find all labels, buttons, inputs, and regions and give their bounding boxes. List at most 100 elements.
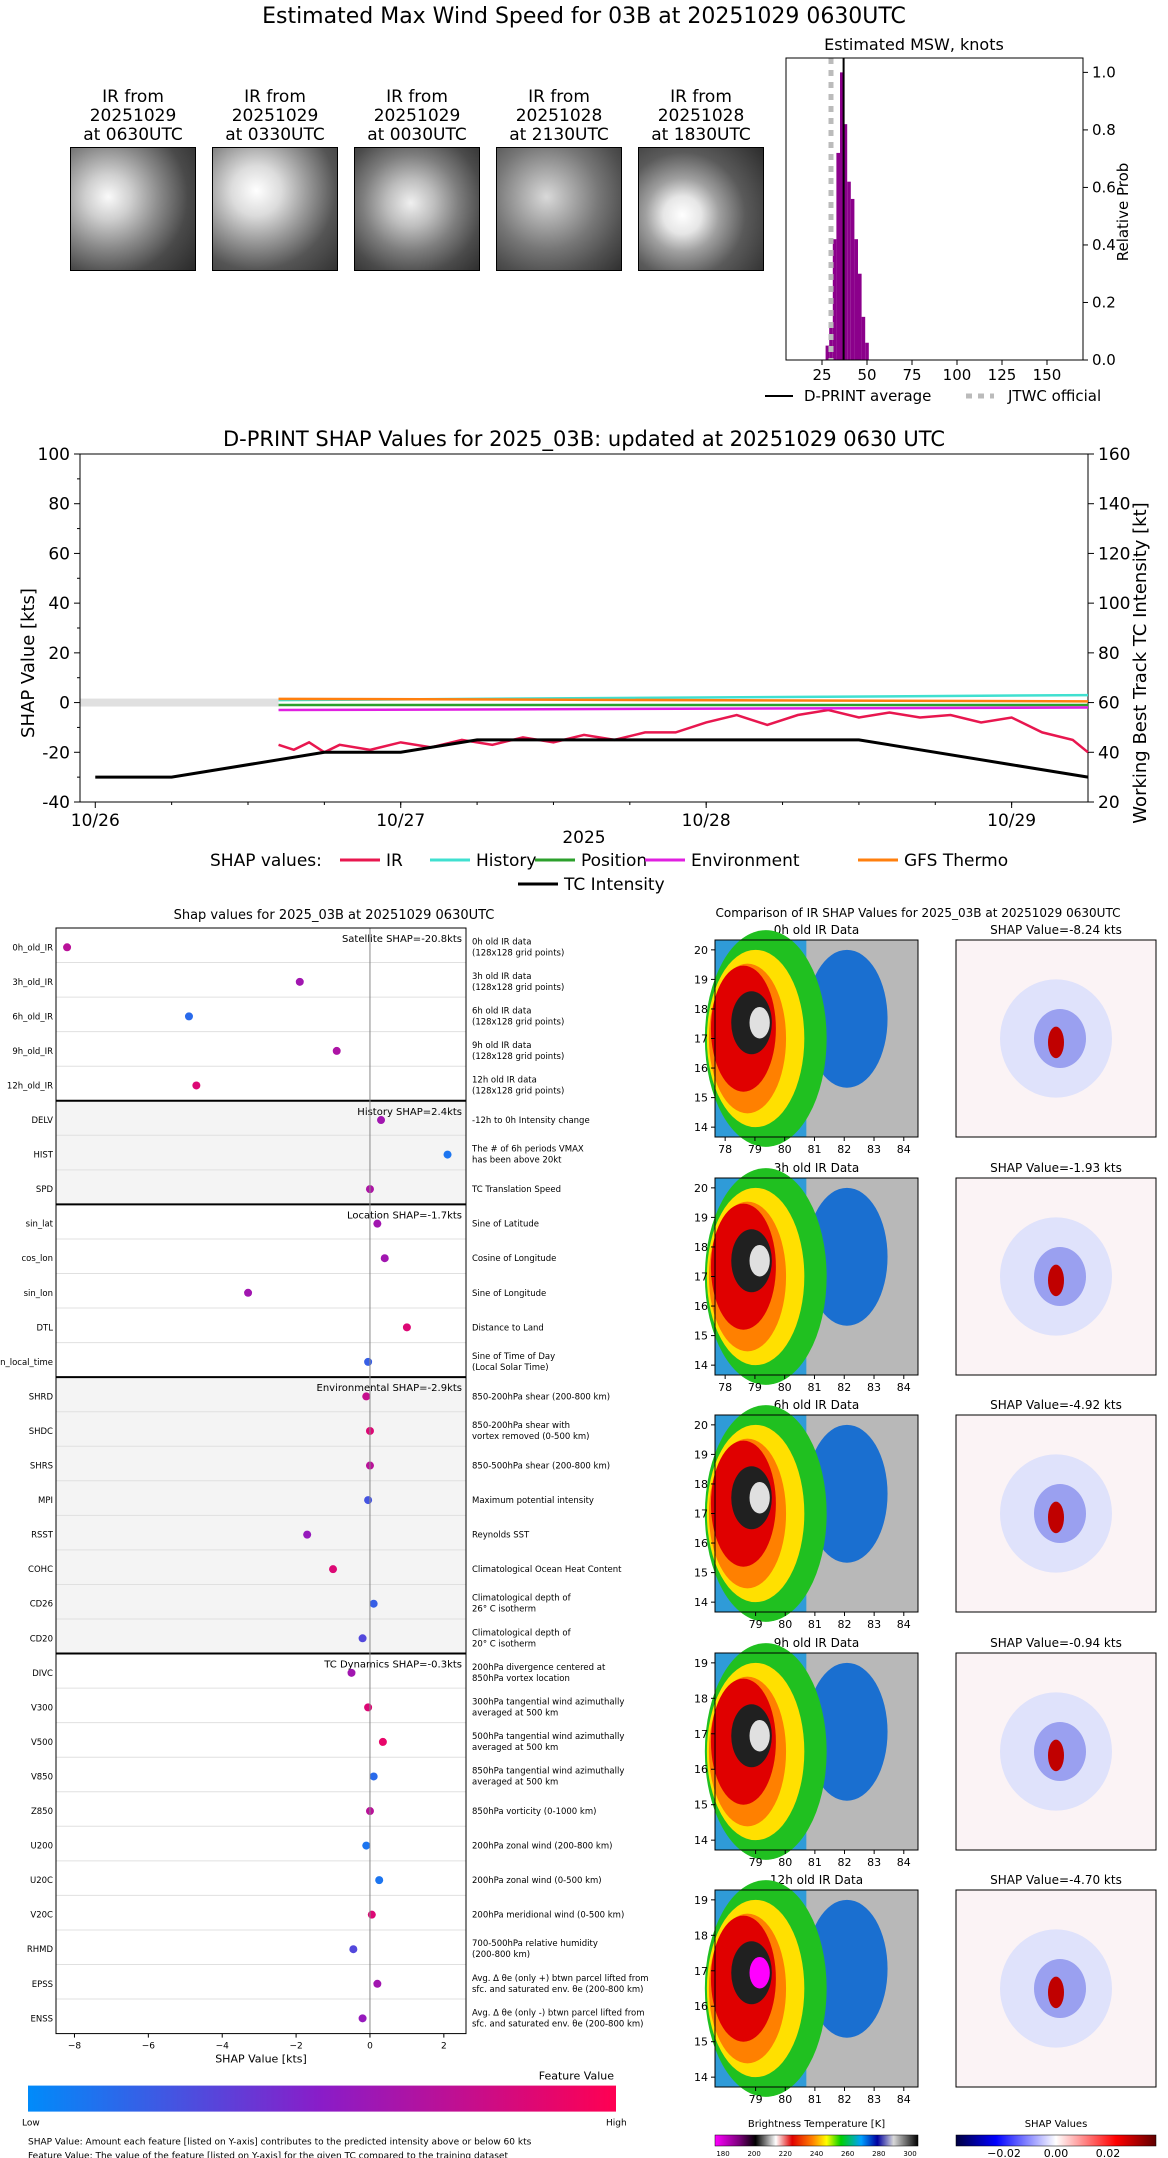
bt-colorbar-tick: 200: [747, 2150, 760, 2158]
feature-name: Z850: [31, 1807, 53, 1817]
feature-desc: averaged at 500 km: [472, 1743, 558, 1753]
footnote: Feature Value: The value of the feature …: [28, 2152, 508, 2158]
feature-point: [295, 977, 304, 986]
ir-xtick-label: 82: [837, 1143, 851, 1156]
feature-desc: 200hPa divergence centered at: [472, 1663, 606, 1673]
ir-xtick-label: 84: [897, 1381, 911, 1394]
ir-ytick-label: 20: [694, 944, 708, 957]
ir-thumbnail-caption-line: IR from: [670, 87, 732, 107]
histogram-xtick-label: 25: [812, 366, 831, 384]
feature-desc: 20° C isotherm: [472, 1639, 536, 1649]
shap-panel-title: SHAP Value=-4.92 kts: [990, 1398, 1122, 1412]
feature-name: COHC: [28, 1565, 53, 1575]
bt-colorbar-tick: 180: [716, 2150, 729, 2158]
feature-name: 3h_old_IR: [12, 978, 53, 988]
colorbar-high: High: [606, 2119, 627, 2129]
ir-ytick-label: 16: [694, 2000, 708, 2013]
feature-desc: 850hPa vorticity (0-1000 km): [472, 1807, 596, 1817]
ir-xtick-label: 79: [749, 1618, 763, 1631]
ir-thumbnail-image: [496, 147, 622, 271]
shap-panel: [955, 1414, 1157, 1613]
shap-colorbar-tick: −0.02: [987, 2147, 1021, 2158]
feature-name: HIST: [34, 1151, 54, 1161]
ir-thumbnail-caption: IR from 20251028 at 2130UTC: [486, 88, 632, 145]
shap-panel-frame: [955, 1889, 1157, 2088]
ir-xtick-label: 82: [838, 2093, 852, 2106]
histogram-ylabel: Relative Prob: [1114, 163, 1132, 262]
feature-point: [358, 1634, 367, 1643]
feature-chart-title: Shap values for 2025_03B at 20251029 063…: [174, 908, 495, 923]
histogram-xtick-label: 125: [988, 366, 1017, 384]
feature-point: [364, 1496, 373, 1505]
ir-thumbnail-caption: IR from 20251029 at 0630UTC: [60, 88, 206, 145]
ir-ytick-label: 14: [694, 1596, 708, 1609]
bt-colorbar: [714, 2134, 919, 2147]
histogram-bar: [829, 325, 833, 360]
ir-thumbnail-caption-line: at 0030UTC: [367, 125, 467, 145]
ir-panel-title: 9h old IR Data: [774, 1636, 860, 1650]
ir-panel-region: [806, 1424, 888, 1563]
ir-panel: [704, 1643, 919, 1860]
ir-xtick-label: 80: [778, 2093, 792, 2106]
shap-panel-title: SHAP Value=-8.24 kts: [990, 923, 1122, 937]
histogram-frame: [785, 57, 1084, 361]
ir-xtick-label: 80: [778, 1381, 792, 1394]
ir-thumbnail-image: [354, 147, 480, 271]
ir-xtick-label: 79: [748, 1381, 762, 1394]
ir-shap-comparison: Comparison of IR SHAP Values for 2025_03…: [694, 906, 1157, 2158]
ir-xtick-label: 84: [897, 1856, 911, 1869]
ir-xtick-label: 83: [867, 1143, 881, 1156]
ytick-label: -20: [42, 743, 70, 763]
shap-panel-core: [1048, 1264, 1064, 1297]
ir-panel-title: 6h old IR Data: [774, 1398, 860, 1412]
ir-thumbnail-image: [70, 147, 196, 271]
shap-panel-core: [1048, 1501, 1064, 1534]
feature-desc: Maximum potential intensity: [472, 1496, 594, 1506]
feature-name: cos_lon: [21, 1254, 53, 1264]
feature-desc: TC Translation Speed: [471, 1185, 561, 1195]
histogram-bar: [825, 345, 830, 360]
feature-name: DELV: [31, 1116, 53, 1126]
feature-desc: 3h old IR data: [472, 972, 531, 982]
histogram-ytick-label: 0.8: [1092, 121, 1116, 139]
colorbar-title: Feature Value: [539, 2070, 615, 2083]
ir-xtick-label: 81: [807, 1143, 821, 1156]
xtick-label: 10/28: [682, 811, 731, 831]
feature-xtick-label: 0: [367, 2042, 373, 2052]
ir-panel: [704, 1405, 919, 1622]
series-line-gfs-thermo: [278, 697, 1089, 703]
feature-name: V850: [31, 1772, 53, 1782]
feature-desc: (128x128 grid points): [472, 1017, 564, 1027]
feature-desc: 6h old IR data: [472, 1006, 531, 1016]
feature-point: [364, 1703, 373, 1712]
timeseries-title: D-PRINT SHAP Values for 2025_03B: update…: [223, 427, 945, 452]
feature-point: [443, 1150, 452, 1159]
feature-name: sin_lon: [24, 1289, 53, 1299]
feature-desc: Cosine of Longitude: [472, 1254, 556, 1264]
ir-thumbnail-caption: IR from 20251029 at 0030UTC: [344, 88, 490, 145]
feature-desc: 200hPa zonal wind (0-500 km): [472, 1876, 602, 1886]
y2tick-label: 140: [1098, 495, 1130, 515]
feature-desc: averaged at 500 km: [472, 1708, 558, 1718]
shap-panel-core: [1048, 1976, 1064, 2009]
feature-point: [369, 1772, 378, 1781]
y2tick-label: 120: [1098, 544, 1130, 564]
ir-ytick-label: 19: [694, 1657, 708, 1670]
feature-desc: (200-800 km): [472, 1950, 530, 1960]
ir-panel-frame: [714, 1652, 919, 1851]
ytick-label: 60: [48, 544, 70, 564]
timeseries-y2label: Working Best Track TC Intensity [kt]: [1130, 502, 1151, 823]
feature-name: V300: [31, 1703, 53, 1713]
histogram-xtick-label: 75: [902, 366, 921, 384]
ir-xtick-label: 82: [837, 1381, 851, 1394]
ir-xtick-label: 83: [867, 1381, 881, 1394]
feature-xtick-label: −6: [142, 2042, 156, 2052]
histogram-ytick-label: 0.6: [1092, 178, 1116, 196]
ir-thumbnail-caption-line: IR from: [528, 87, 590, 107]
shap-panel-frame: [955, 1414, 1157, 1613]
histogram-bar: [847, 181, 851, 360]
feature-name: 0h_old_IR: [12, 943, 53, 953]
group-label: TC Dynamics SHAP=-0.3kts: [323, 1660, 462, 1671]
feature-desc: 0h old IR data: [472, 937, 531, 947]
legend-label: TC Intensity: [563, 875, 665, 895]
